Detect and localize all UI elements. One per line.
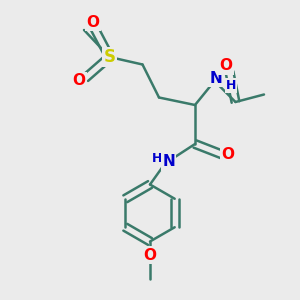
Text: H: H: [226, 79, 236, 92]
Text: O: O: [221, 147, 235, 162]
Text: S: S: [103, 48, 116, 66]
Text: O: O: [86, 15, 100, 30]
Text: H: H: [152, 152, 162, 166]
Text: O: O: [219, 58, 232, 74]
Text: O: O: [72, 74, 86, 88]
Text: O: O: [143, 248, 157, 262]
Text: N: N: [210, 70, 222, 86]
Text: N: N: [162, 154, 175, 169]
